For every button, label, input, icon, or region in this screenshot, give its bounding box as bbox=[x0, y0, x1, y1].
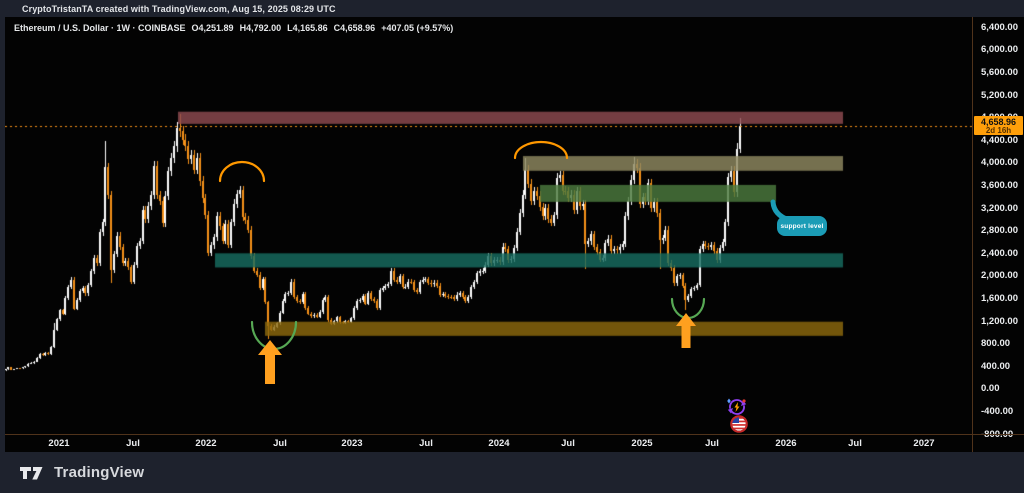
change-value: +407.05 (+9.57%) bbox=[381, 23, 454, 33]
ohlc-close: C4,658.96 bbox=[333, 23, 376, 33]
current-price-label: 4,658.96 2d 16h bbox=[974, 116, 1023, 136]
bar-countdown: 2d 16h bbox=[985, 126, 1012, 136]
symbol-title[interactable]: Ethereum / U.S. Dollar · 1W · COINBASE bbox=[14, 23, 186, 33]
time-tick-label: 2027 bbox=[913, 438, 935, 449]
price-tick-label: 400.00 bbox=[981, 360, 1011, 372]
tradingview-logo-icon bbox=[20, 466, 43, 479]
ohlc-high: H4,792.00 bbox=[239, 23, 282, 33]
time-tick-label: Jul bbox=[273, 438, 287, 449]
time-tick-label: 2025 bbox=[631, 438, 653, 449]
time-tick-label: 2022 bbox=[195, 438, 217, 449]
tradingview-logo-text: TradingView bbox=[54, 464, 145, 481]
time-tick-label: 2021 bbox=[48, 438, 70, 449]
price-axis-separator bbox=[972, 17, 973, 452]
time-axis[interactable]: 2021 Jul 2022 Jul 2023 Jul 2024 Jul 2025 Jul 2026 J… bbox=[5, 435, 973, 452]
price-tick-label: 0.00 bbox=[981, 383, 1000, 395]
attribution-bar: CryptoTristanTA created with TradingView… bbox=[22, 4, 336, 14]
time-tick-label: 2026 bbox=[775, 438, 797, 449]
tradingview-logo[interactable]: TradingView bbox=[20, 464, 144, 482]
price-tick-label: 6,400.00 bbox=[981, 21, 1018, 33]
price-chart-canvas[interactable] bbox=[5, 17, 973, 435]
price-tick-label: 4,400.00 bbox=[981, 134, 1018, 146]
current-price-value: 4,658.96 bbox=[980, 117, 1017, 128]
time-axis-separator bbox=[5, 434, 1024, 435]
price-axis[interactable]: 4,658.96 2d 16h 6,400.00 6,000.00 5,600.00… bbox=[973, 17, 1024, 440]
price-tick-label: 1,200.00 bbox=[981, 315, 1018, 327]
price-tick-label: 3,600.00 bbox=[981, 179, 1018, 191]
price-tick-label: 5,200.00 bbox=[981, 89, 1018, 101]
price-tick-label: 2,000.00 bbox=[981, 270, 1018, 282]
price-tick-label: 800.00 bbox=[981, 338, 1011, 350]
time-tick-label: Jul bbox=[848, 438, 862, 449]
price-tick-label: 3,200.00 bbox=[981, 202, 1018, 214]
ohlc-low: L4,165.86 bbox=[287, 23, 328, 33]
price-tick-label: -400.00 bbox=[981, 406, 1014, 418]
symbol-legend[interactable]: Ethereum / U.S. Dollar · 1W · COINBASE O4… bbox=[14, 23, 459, 33]
footer-bar: TradingView bbox=[0, 452, 1024, 493]
ohlc-open: O4,251.89 bbox=[191, 23, 234, 33]
time-tick-label: Jul bbox=[419, 438, 433, 449]
price-tick-label: 1,600.00 bbox=[981, 293, 1018, 305]
price-tick-label: 2,800.00 bbox=[981, 225, 1018, 237]
time-tick-label: Jul bbox=[705, 438, 719, 449]
time-tick-label: 2024 bbox=[488, 438, 510, 449]
support-level-callout[interactable]: support level bbox=[777, 216, 827, 236]
price-tick-label: 5,600.00 bbox=[981, 66, 1018, 78]
price-tick-label: 2,400.00 bbox=[981, 247, 1018, 259]
price-tick-label: 4,000.00 bbox=[981, 157, 1018, 169]
time-tick-label: Jul bbox=[561, 438, 575, 449]
chart-plot-area[interactable]: Ethereum / U.S. Dollar · 1W · COINBASE O4… bbox=[5, 17, 973, 435]
price-tick-label: 6,000.00 bbox=[981, 44, 1018, 56]
time-tick-label: 2023 bbox=[341, 438, 363, 449]
time-tick-label: Jul bbox=[126, 438, 140, 449]
